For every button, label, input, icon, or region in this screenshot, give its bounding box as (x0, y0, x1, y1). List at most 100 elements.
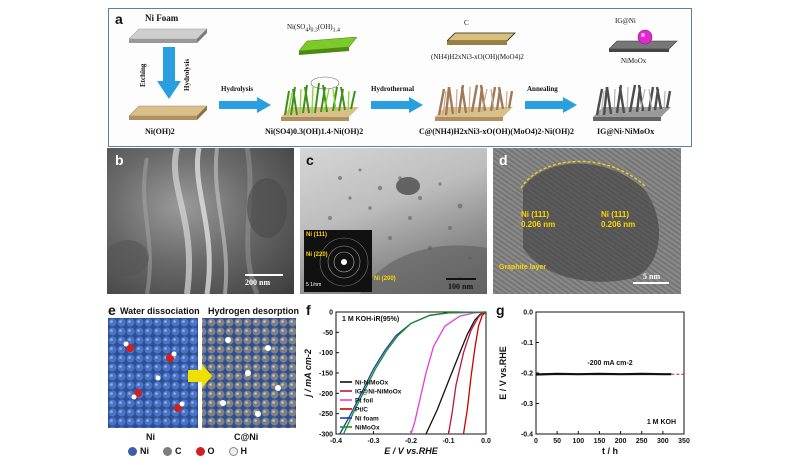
inset-scale-label: 5 1/nm (306, 282, 322, 288)
diffraction-rings (319, 237, 369, 287)
x-tick-label: -0.3 (367, 438, 379, 445)
scale-label-b: 200 nm (245, 278, 271, 287)
lsv-chart: -0.4 -0.3 -0.2 -0.1 0.0 0 -50 -100 -150 -200 -250 -… (303, 310, 491, 457)
y-tick-label: -100 (319, 350, 333, 357)
stability-chart: 0 50 100 150 200 250 300 350 0.0 -0.1 -0.2 -0.3 -0.4… (498, 310, 690, 457)
legend-label-o: O (207, 446, 215, 456)
sem-image-panel: b 200 nm (107, 148, 294, 294)
x-tick-label: 250 (636, 438, 648, 445)
panel-label-a: a (115, 11, 123, 27)
lsv-chart-panel: f -0.4 -0.3 -0.2 -0.1 0.0 0 -50 -100 -150 -200 -25… (302, 302, 494, 460)
tem-image-panel: c Ni (111) Ni (220) 5 1/nm Ni (200) 100 … (300, 148, 487, 294)
legend-label-c: C (175, 446, 182, 456)
green-sheet-icon (299, 37, 358, 55)
y-tick-label: 0 (329, 310, 333, 317)
formula-label-1: Ni(SO4)0.3(OH)1.4 (287, 23, 340, 34)
panel-label-g: g (496, 302, 505, 318)
lattice-annotation-1: Ni (111) 0.206 nm (521, 210, 555, 230)
panel-label-e: e (108, 302, 116, 318)
ammonium-formula-label: (NH4)H2xNi3-xO(OH)(MoO4)2 (431, 53, 524, 61)
series-line-nimoox (342, 311, 487, 435)
x-tick-label: -0.1 (442, 438, 454, 445)
water-molecules (123, 341, 185, 412)
y-axis-label: j / mA cm-2 (303, 349, 313, 398)
ni-foam-label: Ni Foam (145, 13, 179, 23)
carbon-label: C (464, 19, 469, 27)
stability-series-line (535, 372, 672, 376)
ni-foam-plate (129, 28, 208, 43)
y-tick-label: -150 (319, 371, 333, 378)
series-line-ig-ni-nimoox (447, 311, 487, 435)
x-tick-label: 0 (534, 438, 538, 445)
saed-inset: Ni (111) Ni (220) 5 1/nm (304, 230, 372, 292)
scale-label-d: 5 nm (643, 272, 661, 281)
down-arrow-icon (157, 47, 181, 99)
legend-c: C (163, 446, 182, 456)
right-arrow-icon (219, 97, 271, 113)
atomic-model-panel: e Water dissociation Hydrogen desorption (108, 302, 300, 458)
panel-label-c: c (306, 152, 314, 168)
panel-label-f: f (306, 302, 311, 318)
water-dissociation-title: Water dissociation (120, 306, 200, 316)
panel-label-d: d (499, 152, 508, 168)
surface-label-ni: Ni (146, 432, 155, 442)
y-tick-label: -0.1 (521, 340, 533, 347)
ig-ni-label: IG@Ni (615, 17, 636, 25)
series-line-pt-c (462, 311, 487, 435)
y-tick-label: -300 (319, 432, 333, 439)
c-atom-icon (163, 446, 172, 456)
caption-stage-4: IG@Ni-NiMoOx (597, 127, 655, 136)
ig-ni-particle-sheet (609, 29, 678, 52)
y-tick-label: -0.2 (521, 371, 533, 378)
panel-label-b: b (115, 152, 124, 168)
right-arrow-icon-2 (371, 97, 423, 113)
lattice-spacing-1: 0.206 nm (521, 220, 556, 229)
ring-label-220: Ni (220) (306, 252, 328, 258)
x-tick-label: 150 (594, 438, 606, 445)
lattice-plane-2: Ni (111) (601, 210, 630, 219)
legend-h: H (228, 446, 248, 456)
green-nanosheet-array (281, 76, 359, 121)
ring-label-200: Ni (200) (374, 276, 396, 282)
x-tick-label: 300 (657, 438, 669, 445)
legend-label: Pt/C (355, 407, 368, 414)
legend-label-h: H (240, 446, 248, 456)
y-axis-label: E / V vs.RHE (498, 346, 508, 400)
nioh2-plate (129, 105, 208, 120)
graphite-layer-label: Graphite layer (499, 264, 547, 271)
y-tick-label: -0.4 (521, 432, 533, 439)
ni-atom-icon (128, 446, 137, 456)
x-tick-label: 200 (615, 438, 627, 445)
legend-label: Pt foil (355, 398, 373, 405)
legend-label: IG@Ni-NiMoOx (355, 389, 402, 396)
etching-label: Etching (139, 63, 147, 87)
caption-stage-3: C@(NH4)H2xNi3-xO(OH)(MoO4)2-Ni(OH)2 (419, 127, 574, 136)
series-line-pt-foil (410, 311, 487, 435)
series-line-ni-nimoox (425, 311, 487, 435)
scale-bar-c (446, 278, 476, 280)
current-density-annotation: -200 mA cm-2 (587, 360, 632, 367)
chart-title: 1 M KOH-iR(95%) (342, 316, 399, 323)
x-axis-label: t / h (602, 446, 618, 456)
legend-label: Ni-NiMoOx (355, 380, 389, 387)
scale-bar-b (245, 274, 283, 276)
scale-bar-d (633, 282, 669, 284)
scale-label-c: 100 nm (448, 282, 474, 291)
hydrogen-desorption-title: Hydrogen desorption (208, 306, 300, 316)
gray-nanosheet-array (593, 84, 672, 121)
tem-texture (328, 168, 487, 294)
nimoox-label: NiMoOx (621, 57, 647, 65)
y-tick-label: -0.3 (521, 401, 533, 408)
x-tick-label: 350 (678, 438, 690, 445)
step-hydrolysis-label: Hydrolysis (221, 85, 254, 93)
x-tick-label: 100 (572, 438, 584, 445)
caption-stage-2: Ni(SO4)0.3(OH)1.4-Ni(OH)2 (265, 127, 364, 136)
ring-label-111: Ni (111) (306, 232, 328, 238)
legend-label-ni: Ni (140, 446, 149, 456)
stability-chart-panel: g 0 50 100 150 200 250 300 350 0.0 -0.1 -0.2 -0.3 -0… (496, 302, 692, 460)
carbon-coated-sheet (447, 32, 516, 45)
x-tick-label: -0.2 (405, 438, 417, 445)
o-atom-icon (195, 446, 205, 456)
y-tick-label: -50 (323, 330, 333, 337)
brown-nanosheet-array (435, 84, 514, 121)
